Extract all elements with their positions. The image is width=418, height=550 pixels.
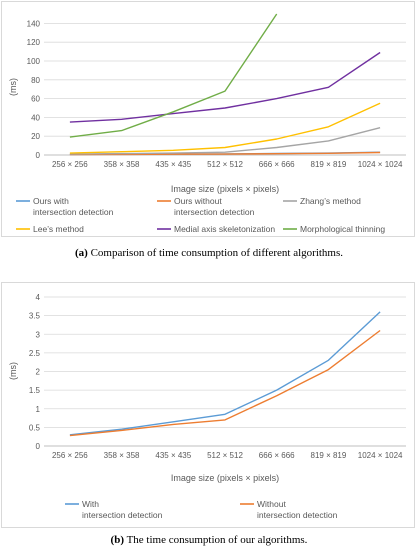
legend-label: Ours without (174, 196, 222, 206)
caption-a-text: Comparison of time consumption of differ… (90, 247, 344, 259)
caption-a: (a) Comparison of time consumption of di… (0, 247, 418, 259)
y-tick-label: 100 (27, 57, 41, 66)
x-tick-label: 256 × 256 (52, 160, 88, 169)
y-tick-label: 40 (31, 113, 40, 122)
series-line (69, 127, 381, 155)
series-line (69, 51, 381, 123)
legend-label: Lee’s method (33, 224, 84, 234)
chart-panel-a: 0 20 40 60 80 100 120 140 256 × 256 358 × 358 435 … (1, 1, 415, 237)
y-tick-label: 3 (36, 330, 41, 339)
legend-label: Medial axis skeletonization (174, 224, 275, 234)
y-tick-label: 60 (31, 95, 40, 104)
chart-a-svg: 0 20 40 60 80 100 120 140 256 × 256 358 × 358 435 … (8, 13, 406, 234)
x-tick-label: 512 × 512 (207, 451, 243, 460)
legend-label: Without (257, 499, 286, 509)
series-line (69, 311, 381, 436)
y-tick-label: 2.5 (29, 349, 41, 358)
x-tick-label: 1024 × 1024 (358, 451, 403, 460)
y-tick-label: 4 (36, 293, 41, 302)
x-tick-label: 666 × 666 (259, 451, 295, 460)
y-tick-label: 0 (36, 151, 41, 160)
caption-b: (b) The time consumption of our algorith… (0, 534, 418, 546)
legend-label: intersection detection (257, 510, 338, 520)
x-tick-label: 819 × 819 (311, 451, 347, 460)
y-tick-label: 20 (31, 132, 40, 141)
y-tick-label: 80 (31, 76, 40, 85)
y-tick-label: 120 (27, 38, 41, 47)
y-axis-title: (ms) (8, 362, 18, 380)
y-tick-label: 2 (36, 368, 41, 377)
x-tick-label: 512 × 512 (207, 160, 243, 169)
x-tick-label: 819 × 819 (311, 160, 347, 169)
series-line (69, 329, 381, 437)
series-line (69, 151, 381, 156)
series-line (69, 102, 381, 154)
x-tick-label: 358 × 358 (104, 451, 140, 460)
legend-label: intersection detection (33, 207, 114, 217)
y-tick-label: 0 (36, 442, 41, 451)
y-tick-label: 3.5 (29, 312, 41, 321)
y-tick-label: 0.5 (29, 423, 41, 432)
caption-b-label: (b) (110, 534, 124, 546)
legend-label: Ours with (33, 196, 69, 206)
caption-b-text: The time consumption of our algorithms. (126, 534, 308, 546)
x-tick-label: 1024 × 1024 (358, 160, 403, 169)
x-tick-label: 435 × 435 (155, 451, 191, 460)
x-axis-title: Image size (pixels × pixels) (171, 473, 279, 483)
y-tick-label: 1.5 (29, 386, 41, 395)
y-tick-label: 1 (36, 405, 41, 414)
x-tick-label: 256 × 256 (52, 451, 88, 460)
legend-label: intersection detection (82, 510, 163, 520)
legend-label: Morphological thinning (300, 224, 385, 234)
y-tick-label: 140 (27, 19, 41, 28)
x-tick-label: 435 × 435 (155, 160, 191, 169)
x-tick-label: 666 × 666 (259, 160, 295, 169)
y-axis-title: (ms) (8, 78, 18, 96)
x-tick-label: 358 × 358 (104, 160, 140, 169)
caption-a-label: (a) (74, 247, 88, 259)
legend-label: Zhang’s method (300, 196, 361, 206)
legend-label: With (82, 499, 99, 509)
legend-label: intersection detection (174, 207, 255, 217)
chart-panel-b: 0 0.5 1 1.5 2 2.5 3 3.5 4 256 × 256 358 × 358 435 ×… (1, 282, 415, 528)
series-line (69, 13, 278, 138)
x-axis-title: Image size (pixels × pixels) (171, 184, 279, 194)
chart-b-svg: 0 0.5 1 1.5 2 2.5 3 3.5 4 256 × 256 358 × 358 435 ×… (8, 293, 406, 520)
